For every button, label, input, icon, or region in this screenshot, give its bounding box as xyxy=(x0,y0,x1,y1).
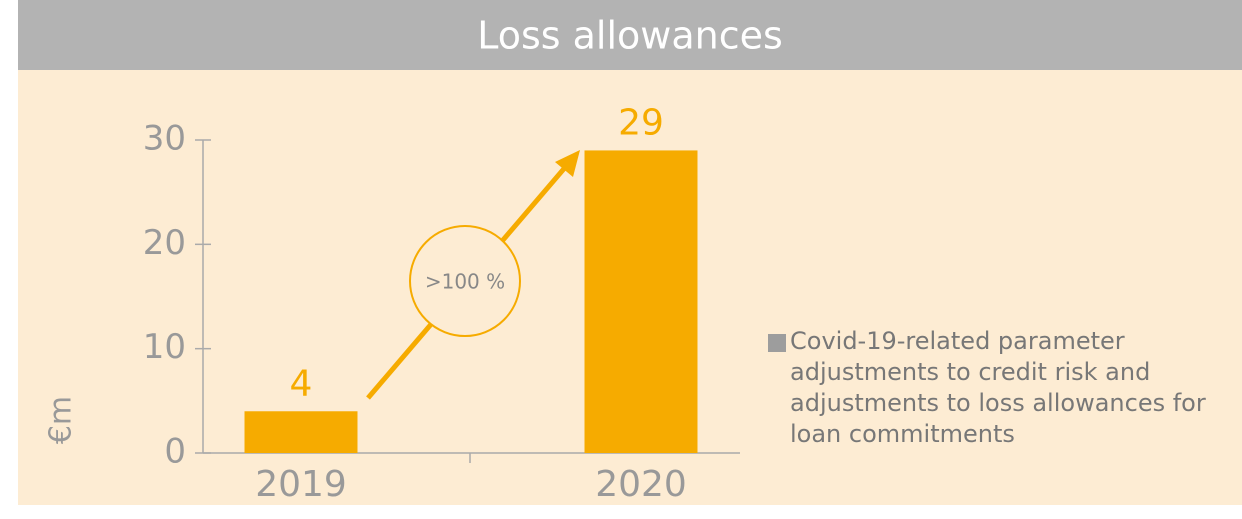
x-tick-label: 2020 xyxy=(595,464,687,505)
bar xyxy=(584,150,698,453)
legend-marker xyxy=(768,334,786,352)
header-band xyxy=(18,0,1242,70)
y-tick-label: 20 xyxy=(143,223,186,263)
annotation: >100 % xyxy=(425,270,505,294)
legend-entry: Covid-19-related parameter adjustments t… xyxy=(790,327,1206,448)
y-tick-label: 10 xyxy=(143,327,186,367)
x-tick-label: 2019 xyxy=(255,464,347,505)
bar xyxy=(244,411,358,453)
y-axis-label: €m xyxy=(44,396,79,444)
chart-title: Loss allowances xyxy=(477,14,783,58)
annotation-circle xyxy=(409,225,521,337)
arrow-head xyxy=(555,150,580,177)
y-tick-label: 30 xyxy=(143,119,186,159)
data-label: 4 xyxy=(290,363,313,404)
y-tick-label: 0 xyxy=(164,432,186,472)
data-label: 29 xyxy=(618,102,664,143)
